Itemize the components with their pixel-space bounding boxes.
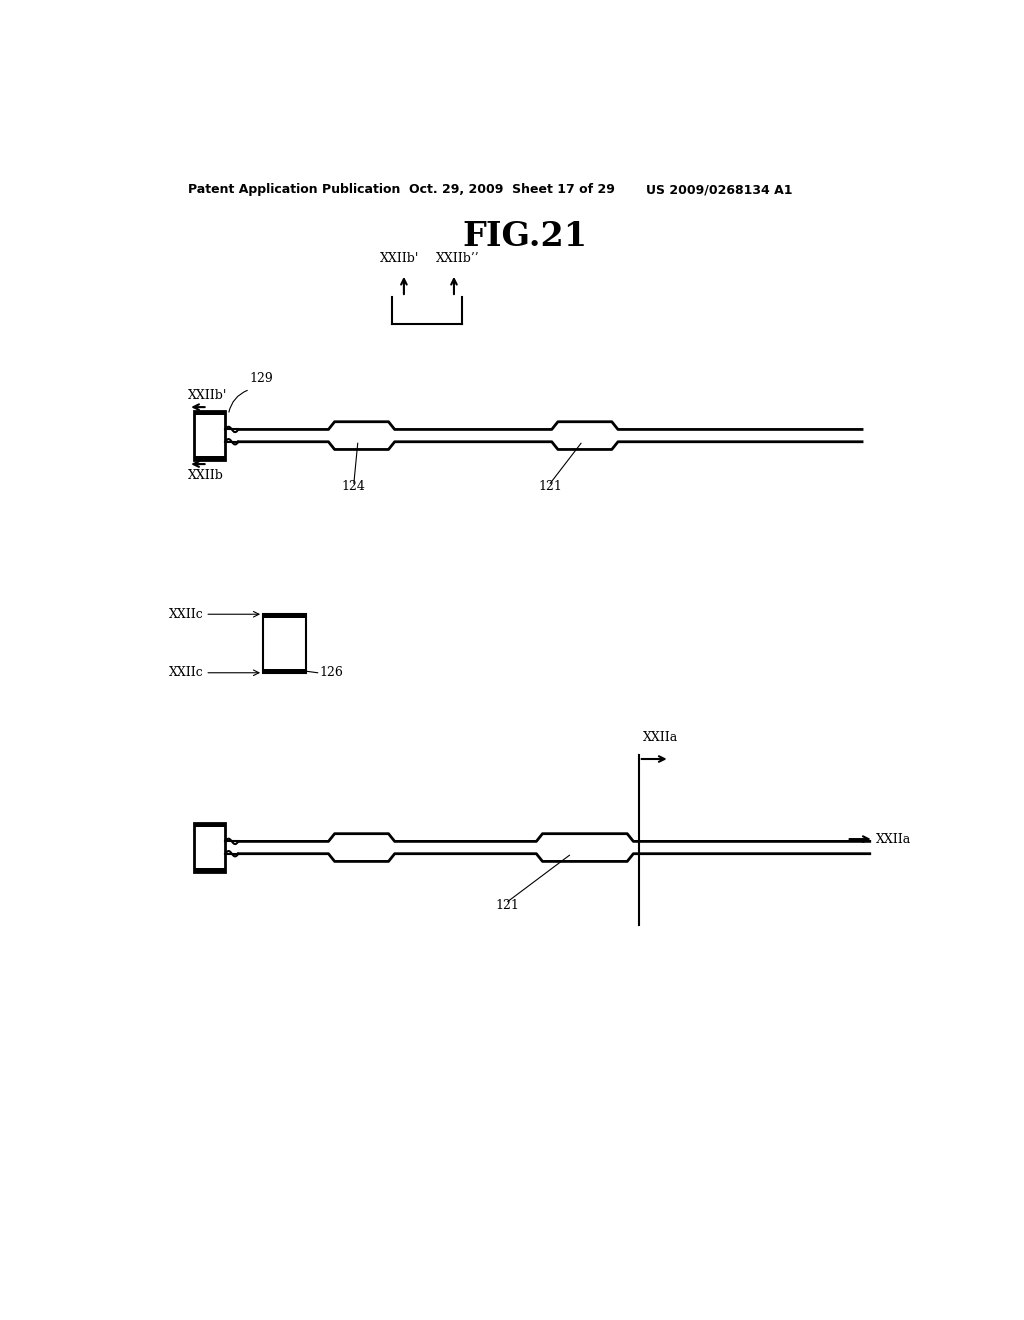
Text: Oct. 29, 2009  Sheet 17 of 29: Oct. 29, 2009 Sheet 17 of 29	[410, 183, 615, 197]
Text: XXIIa: XXIIa	[876, 833, 911, 846]
Bar	[263, 614, 306, 618]
Text: FIG.21: FIG.21	[462, 220, 588, 253]
Bar	[194, 822, 224, 873]
Text: US 2009/0268134 A1: US 2009/0268134 A1	[646, 183, 793, 197]
Text: XXIIa: XXIIa	[643, 730, 678, 743]
Bar	[194, 457, 224, 461]
Text: 121: 121	[496, 899, 520, 912]
Bar	[194, 869, 224, 873]
Text: Patent Application Publication: Patent Application Publication	[188, 183, 400, 197]
Text: XXIIb: XXIIb	[188, 469, 224, 482]
Text: XXIIb': XXIIb'	[380, 252, 420, 264]
Text: XXIIc: XXIIc	[169, 667, 204, 680]
Text: XXIIc: XXIIc	[169, 607, 204, 620]
Text: 126: 126	[319, 667, 343, 680]
Text: 121: 121	[539, 479, 562, 492]
Bar	[263, 669, 306, 673]
Text: XXIIb’’: XXIIb’’	[436, 252, 479, 264]
Bar	[194, 411, 224, 414]
Bar	[194, 822, 224, 826]
Text: 129: 129	[250, 372, 273, 384]
Text: 124: 124	[342, 479, 366, 492]
Text: XXIIb': XXIIb'	[188, 389, 227, 403]
Bar	[263, 614, 306, 673]
